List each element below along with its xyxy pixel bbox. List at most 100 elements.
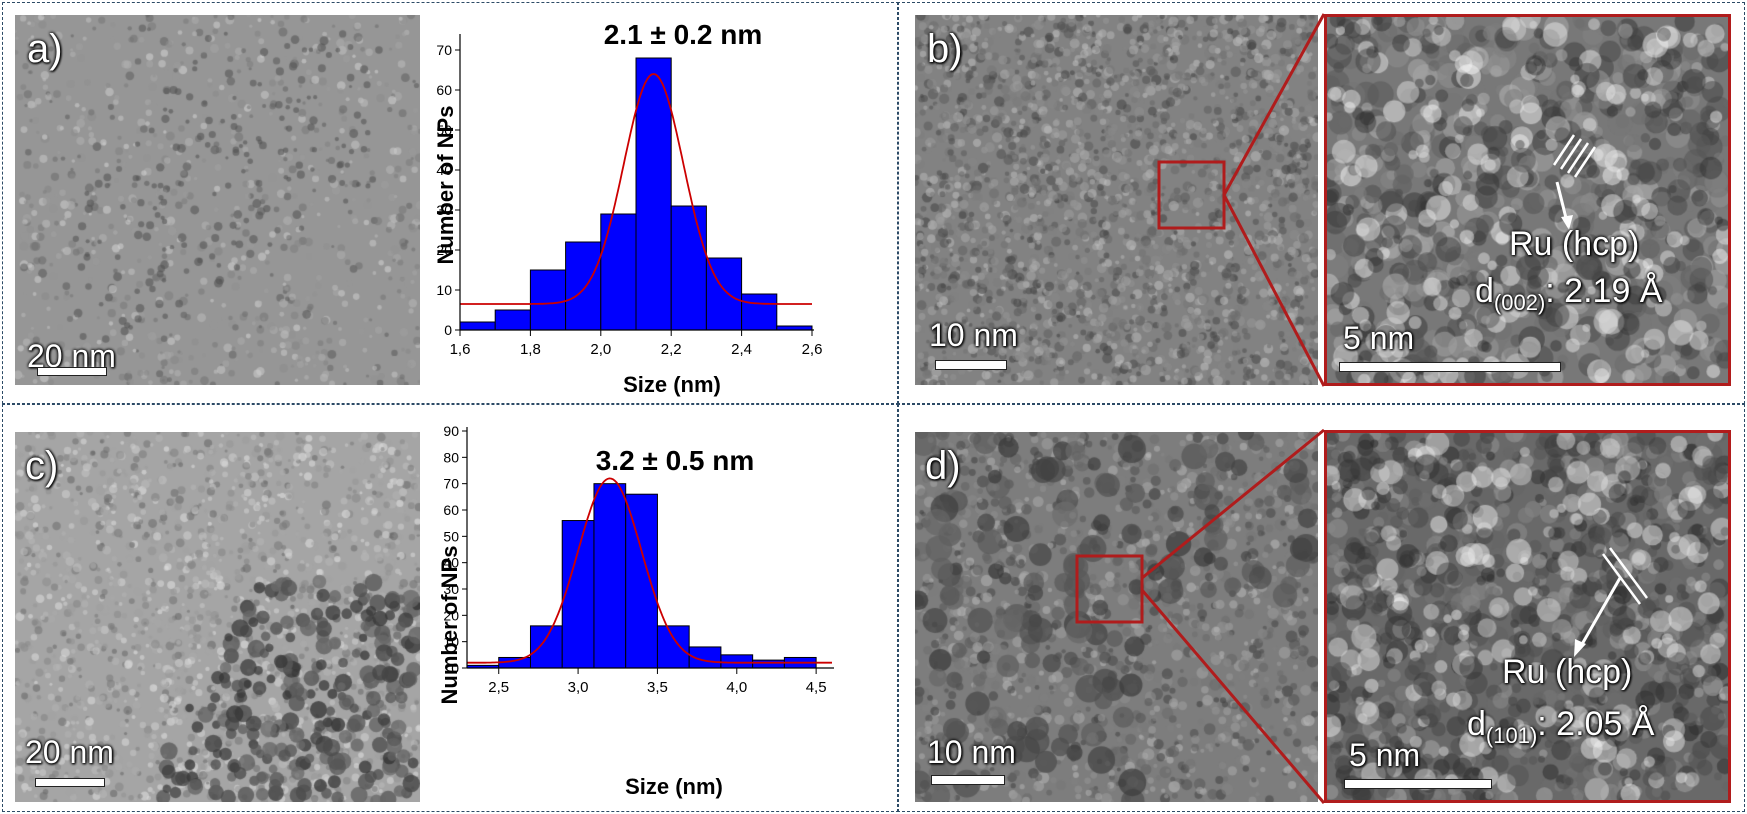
- histogram-bar: [656, 625, 690, 669]
- y-tick-label: 0: [444, 322, 452, 338]
- histogram-bar: [565, 241, 602, 331]
- chart-title-a: 2.1 ± 0.2 nm: [604, 19, 763, 50]
- panel-label-c: c): [25, 444, 59, 488]
- panel-label-a: a): [27, 27, 63, 71]
- scale-bar-a: [37, 367, 107, 376]
- histogram-bar: [741, 293, 778, 331]
- y-tick-label: 30: [443, 581, 459, 597]
- y-tick-label: 10: [443, 634, 459, 650]
- histogram-bar: [625, 493, 658, 669]
- tem-texture-a: [15, 15, 420, 385]
- x-tick-label: 1,6: [450, 341, 471, 358]
- histogram-bar: [593, 483, 627, 669]
- x-tick-label: 1,8: [520, 341, 541, 358]
- panel-label-b: b): [927, 27, 963, 71]
- y-tick-label: 70: [436, 42, 452, 58]
- scale-bar-label-d: 10 nm: [927, 734, 1016, 770]
- chart-xlabel-a: Size (nm): [623, 372, 721, 397]
- y-tick-label: 50: [436, 122, 452, 138]
- x-tick-label: 4,0: [726, 679, 747, 696]
- scale-bar-label-c: 20 nm: [25, 734, 114, 770]
- histogram-bar: [529, 625, 563, 669]
- annotation-value-d: : 2.05 Å: [1537, 705, 1655, 743]
- histogram-bar: [635, 57, 672, 331]
- y-tick-label: 0: [451, 660, 459, 676]
- x-tick-label: 2,0: [590, 341, 611, 358]
- y-tick-label: 50: [443, 528, 459, 544]
- histogram-bar: [529, 269, 567, 331]
- x-tick-label: 2,6: [802, 341, 823, 358]
- annotation-value-b: : 2.19 Å: [1545, 272, 1663, 310]
- chart-ylabel-c: Number of NPs: [437, 546, 462, 705]
- panel-frame-a: [2, 2, 899, 404]
- lattice-fringe-b: [1566, 142, 1590, 174]
- tem-zoom-b: Ru (hcp) d(002): 2.19 Å 5 nm: [1324, 14, 1731, 386]
- annotation-spacing-d: d(101): 2.05 Å: [1467, 705, 1654, 749]
- panel-frame-c: [2, 404, 899, 812]
- y-tick-label: 30: [436, 202, 452, 218]
- x-tick-label: 2,5: [488, 679, 509, 696]
- scale-bar-d: [931, 775, 1005, 785]
- tem-image-d: d) 10 nm: [915, 432, 1318, 802]
- scale-bar-label-b-zoom: 5 nm: [1343, 320, 1415, 356]
- arrow-b: [1555, 181, 1569, 223]
- scale-bar-b-zoom: [1339, 362, 1561, 372]
- x-tick-label: 4,5: [806, 679, 827, 696]
- annotation-d-b: d: [1475, 272, 1494, 310]
- annotation-overlay-d: [1574, 547, 1649, 657]
- x-tick-label: 3,5: [647, 679, 668, 696]
- y-tick-label: 60: [443, 502, 459, 518]
- gaussian-fit-line: [460, 73, 812, 305]
- lattice-fringe-b: [1552, 134, 1576, 166]
- tem-zoom-texture-b: [1327, 17, 1728, 383]
- y-tick-label: 40: [443, 555, 459, 571]
- panel-label-d: d): [925, 444, 961, 488]
- lattice-fringe-b: [1559, 138, 1583, 170]
- tem-image-b: b) 10 nm: [915, 15, 1318, 385]
- chart-ylabel-a: Number of NPs: [433, 106, 458, 265]
- scale-bar-label-b: 10 nm: [929, 317, 1018, 353]
- histogram-bar: [720, 654, 754, 669]
- arrow-head-b: [1561, 215, 1573, 230]
- histogram-bar: [600, 213, 637, 331]
- y-tick-label: 60: [436, 82, 452, 98]
- histogram-bar: [670, 205, 707, 331]
- histogram-bar: [561, 520, 595, 669]
- arrow-d: [1579, 577, 1622, 647]
- lattice-fringe-b: [1573, 146, 1597, 178]
- histogram-c: 3.2 ± 0.5 nm Number of NPs Size (nm) 0 10…: [437, 425, 834, 799]
- annotation-phase-b: Ru (hcp): [1509, 225, 1640, 263]
- x-tick-label: 2,2: [661, 341, 682, 358]
- panel-frame-d: [897, 404, 1745, 812]
- annotation-hkl-d: (101): [1485, 722, 1538, 748]
- panel-frame-b: [897, 2, 1745, 404]
- y-tick-label: 20: [436, 242, 452, 258]
- chart-xlabel-c: Size (nm): [625, 774, 723, 799]
- tem-texture-c: [15, 432, 420, 802]
- lattice-fringe-d: [1601, 553, 1642, 605]
- lattice-fringe-d: [1608, 547, 1649, 599]
- annotation-d-d: d: [1467, 705, 1486, 743]
- y-tick-label: 20: [443, 607, 459, 623]
- histogram-bar: [459, 321, 496, 331]
- histogram-bar: [752, 659, 785, 669]
- y-tick-label: 80: [443, 449, 459, 465]
- scale-bar-c: [35, 778, 105, 787]
- histogram-a: 2.1 ± 0.2 nm Number of NPs Size (nm) 0 10…: [433, 19, 823, 397]
- tem-image-c: c) 20 nm: [15, 432, 420, 802]
- y-tick-label: 40: [436, 162, 452, 178]
- scale-bar-d-zoom: [1344, 779, 1492, 789]
- scale-bar-label-d-zoom: 5 nm: [1349, 737, 1421, 773]
- scale-bar-b: [935, 360, 1007, 370]
- y-tick-label: 10: [436, 282, 452, 298]
- arrow-head-d: [1574, 639, 1586, 657]
- histogram-bar: [494, 309, 531, 331]
- annotation-hkl-b: (002): [1493, 289, 1546, 315]
- x-tick-label: 3,0: [568, 679, 589, 696]
- gaussian-fit-line: [467, 477, 832, 664]
- tem-zoom-d: Ru (hcp) d(101): 2.05 Å 5 nm: [1324, 430, 1731, 803]
- tem-zoom-texture-d: [1327, 433, 1728, 800]
- y-tick-label: 70: [443, 476, 459, 492]
- x-tick-label: 2,4: [731, 341, 752, 358]
- tem-image-a: a) 20 nm: [15, 15, 420, 385]
